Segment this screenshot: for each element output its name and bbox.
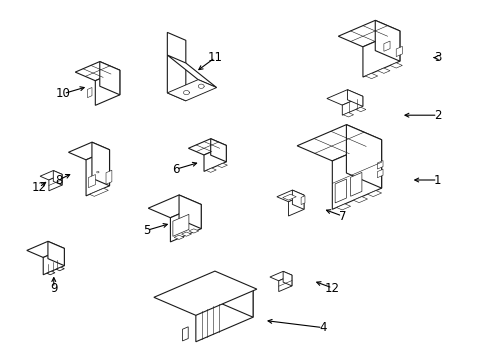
Polygon shape [343,113,353,117]
Polygon shape [167,32,185,101]
Polygon shape [383,41,389,51]
Polygon shape [297,125,381,161]
Polygon shape [276,190,304,202]
Polygon shape [374,21,399,61]
Polygon shape [350,172,361,196]
Polygon shape [92,142,109,186]
Text: 4: 4 [318,321,326,334]
Polygon shape [154,271,256,315]
Polygon shape [203,145,226,171]
Text: 2: 2 [433,109,441,122]
Polygon shape [95,70,120,105]
Polygon shape [75,62,120,81]
Polygon shape [181,232,191,236]
Polygon shape [389,63,402,68]
Polygon shape [332,140,381,209]
Polygon shape [210,139,226,162]
Polygon shape [288,195,304,216]
Polygon shape [362,31,399,77]
Polygon shape [342,96,362,115]
Polygon shape [89,188,108,196]
Polygon shape [282,194,296,200]
Polygon shape [334,179,346,203]
Polygon shape [167,55,216,87]
Polygon shape [173,214,188,236]
Polygon shape [214,273,253,317]
Polygon shape [346,125,381,188]
Polygon shape [301,196,305,204]
Text: 12: 12 [325,282,339,294]
Polygon shape [377,68,389,73]
Polygon shape [326,90,362,105]
Polygon shape [217,163,227,167]
Text: 11: 11 [207,51,222,64]
Text: 6: 6 [172,163,180,176]
Polygon shape [87,87,92,98]
Polygon shape [49,174,62,191]
Polygon shape [56,267,64,271]
Polygon shape [338,21,399,47]
Text: 10: 10 [56,87,71,100]
Polygon shape [40,171,62,180]
Polygon shape [292,190,304,210]
Polygon shape [206,168,216,172]
Polygon shape [377,169,382,178]
Polygon shape [377,161,382,169]
Text: 9: 9 [50,282,58,294]
Polygon shape [47,271,55,275]
Polygon shape [278,275,291,292]
Text: 8: 8 [55,174,62,186]
Polygon shape [86,150,109,196]
Polygon shape [269,271,291,281]
Text: 1: 1 [433,174,441,186]
Polygon shape [167,80,216,101]
Polygon shape [106,170,112,184]
Polygon shape [355,107,365,112]
Text: 7: 7 [338,210,346,222]
Polygon shape [88,175,95,188]
Polygon shape [367,190,381,197]
Polygon shape [48,241,64,266]
Polygon shape [170,204,201,242]
Polygon shape [195,289,253,342]
Polygon shape [188,229,198,233]
Polygon shape [395,46,402,57]
Polygon shape [27,241,64,257]
Polygon shape [336,204,350,210]
Polygon shape [174,235,183,239]
Polygon shape [365,73,377,78]
Polygon shape [157,273,253,314]
Polygon shape [148,195,201,218]
Polygon shape [353,197,367,203]
Polygon shape [100,62,120,95]
Polygon shape [283,271,291,286]
Polygon shape [179,195,201,229]
Polygon shape [68,142,109,160]
Polygon shape [53,171,62,185]
Polygon shape [346,90,362,107]
Polygon shape [43,248,64,275]
Polygon shape [182,327,188,341]
Text: 3: 3 [433,51,441,64]
Text: 12: 12 [32,181,46,194]
Polygon shape [188,139,226,155]
Text: 5: 5 [142,224,150,237]
